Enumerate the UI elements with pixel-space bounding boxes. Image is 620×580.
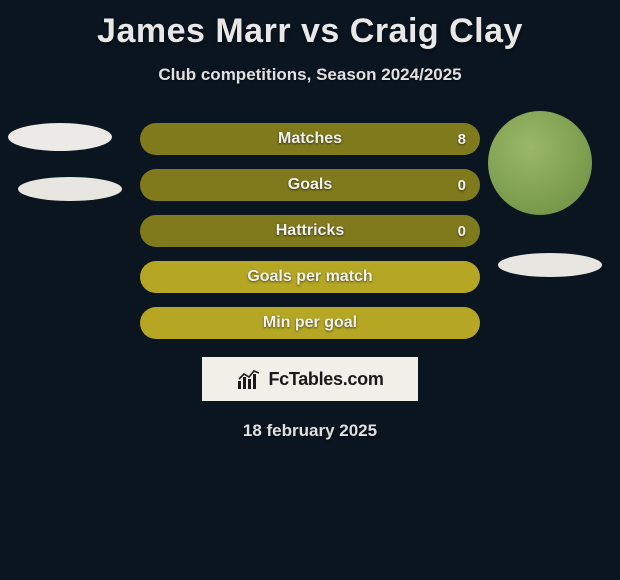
date-text: 18 february 2025 bbox=[0, 421, 620, 441]
player-left-ellipse-1 bbox=[8, 123, 112, 151]
chart-icon bbox=[236, 369, 262, 389]
stat-bars: Matches 8 Goals 0 Hattricks 0 Goals per … bbox=[140, 123, 480, 339]
stat-label: Goals bbox=[288, 176, 332, 194]
stats-area: Matches 8 Goals 0 Hattricks 0 Goals per … bbox=[0, 123, 620, 441]
fctables-logo: FcTables.com bbox=[202, 357, 418, 401]
player-right-avatar bbox=[488, 111, 592, 215]
stat-bar-goals: Goals 0 bbox=[140, 169, 480, 201]
stat-label: Min per goal bbox=[263, 314, 357, 332]
stat-label: Goals per match bbox=[247, 268, 372, 286]
stat-bar-goals-per-match: Goals per match bbox=[140, 261, 480, 293]
comparison-title: James Marr vs Craig Clay bbox=[0, 0, 620, 51]
comparison-subtitle: Club competitions, Season 2024/2025 bbox=[0, 65, 620, 85]
player-right-ellipse bbox=[498, 253, 602, 277]
stat-value: 0 bbox=[458, 223, 466, 240]
stat-value: 8 bbox=[458, 131, 466, 148]
stat-label: Matches bbox=[278, 130, 342, 148]
stat-bar-min-per-goal: Min per goal bbox=[140, 307, 480, 339]
stat-bar-hattricks: Hattricks 0 bbox=[140, 215, 480, 247]
logo-text: FcTables.com bbox=[268, 369, 383, 390]
stat-bar-matches: Matches 8 bbox=[140, 123, 480, 155]
stat-value: 0 bbox=[458, 177, 466, 194]
player-left-ellipse-2 bbox=[18, 177, 122, 201]
stat-label: Hattricks bbox=[276, 222, 344, 240]
